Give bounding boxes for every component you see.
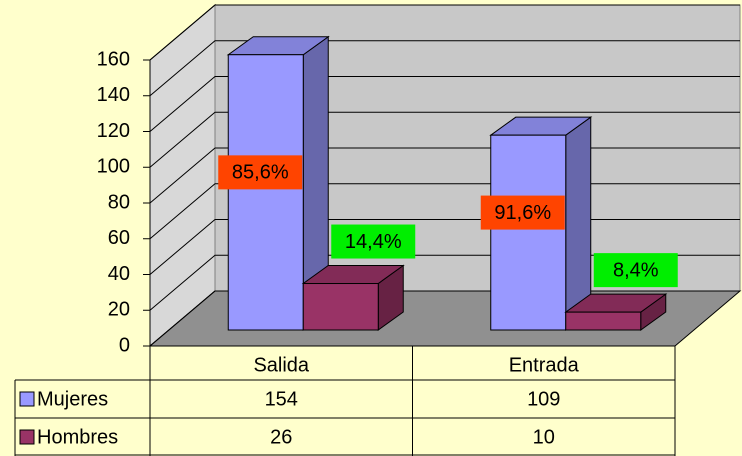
data-label-bg [480, 195, 565, 230]
bar-front [490, 134, 567, 331]
data-label: 8,4% [613, 259, 659, 281]
bar [226, 35, 330, 331]
data-label-bg [331, 224, 416, 259]
y-tick-label: 120 [97, 120, 130, 142]
category-label: Entrada [509, 354, 580, 376]
y-tick-label: 100 [97, 156, 130, 178]
y-tick-label: 140 [97, 84, 130, 106]
grid-line [149, 4, 740, 61]
bar-front [302, 283, 379, 331]
table-value: 26 [270, 426, 292, 448]
grid-line [149, 76, 740, 132]
bar [489, 116, 593, 331]
data-label-bg [593, 253, 678, 288]
y-tick-label: 60 [108, 227, 130, 249]
legend-swatch [19, 391, 35, 407]
table-value: 154 [265, 388, 298, 410]
grid-line [149, 40, 740, 97]
y-tick-label: 20 [108, 299, 130, 321]
data-label: 14,4% [345, 231, 402, 253]
table-value: 109 [527, 388, 560, 410]
y-tick-label: 0 [119, 334, 130, 356]
data-label-bg [218, 155, 303, 190]
table-value: 10 [533, 426, 555, 448]
y-tick-label: 160 [97, 48, 130, 70]
bar-front [227, 54, 304, 331]
data-label: 91,6% [494, 202, 551, 224]
grid-line [149, 111, 740, 168]
bar [301, 264, 405, 331]
legend-label: Mujeres [37, 388, 108, 410]
bar [564, 293, 668, 331]
bar-front [565, 311, 642, 331]
legend-swatch [19, 429, 35, 445]
y-tick-label: 80 [108, 191, 130, 213]
category-label: Salida [253, 354, 309, 376]
y-tick-label: 40 [108, 263, 130, 285]
data-label: 85,6% [232, 162, 289, 184]
legend-label: Hombres [37, 426, 118, 448]
